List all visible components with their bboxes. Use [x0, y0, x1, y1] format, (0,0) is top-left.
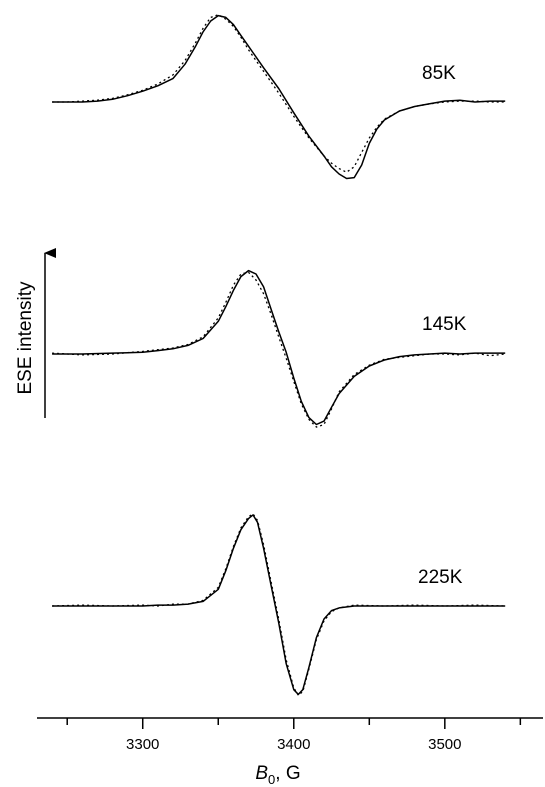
x-tick-label: 3500 [428, 736, 461, 753]
panel-label-225k: 225K [418, 567, 463, 588]
x-tick-label: 3400 [277, 736, 310, 753]
series-145k-solid [52, 269, 506, 426]
x-axis-title: B0, G [255, 763, 300, 787]
x-axis-tick-labels: 3300 3400 3500 [126, 736, 461, 753]
series-85k-dotted [52, 14, 506, 173]
spectra-series [52, 14, 506, 696]
series-85k-solid [52, 14, 506, 180]
x-axis-title-subscript: 0 [268, 772, 275, 787]
x-tick-label: 3300 [126, 736, 159, 753]
x-axis-title-unit: , G [275, 763, 300, 784]
series-145k-dotted [52, 271, 506, 428]
x-axis-title-symbol: B [255, 763, 268, 784]
series-225k-dotted [52, 513, 506, 696]
panel-label-85k: 85K [422, 63, 456, 84]
panel-label-145k: 145K [422, 314, 467, 335]
y-axis-title: ESE intensity [15, 281, 36, 394]
series-225k-solid [52, 514, 506, 696]
x-axis-ticks [66, 718, 522, 729]
